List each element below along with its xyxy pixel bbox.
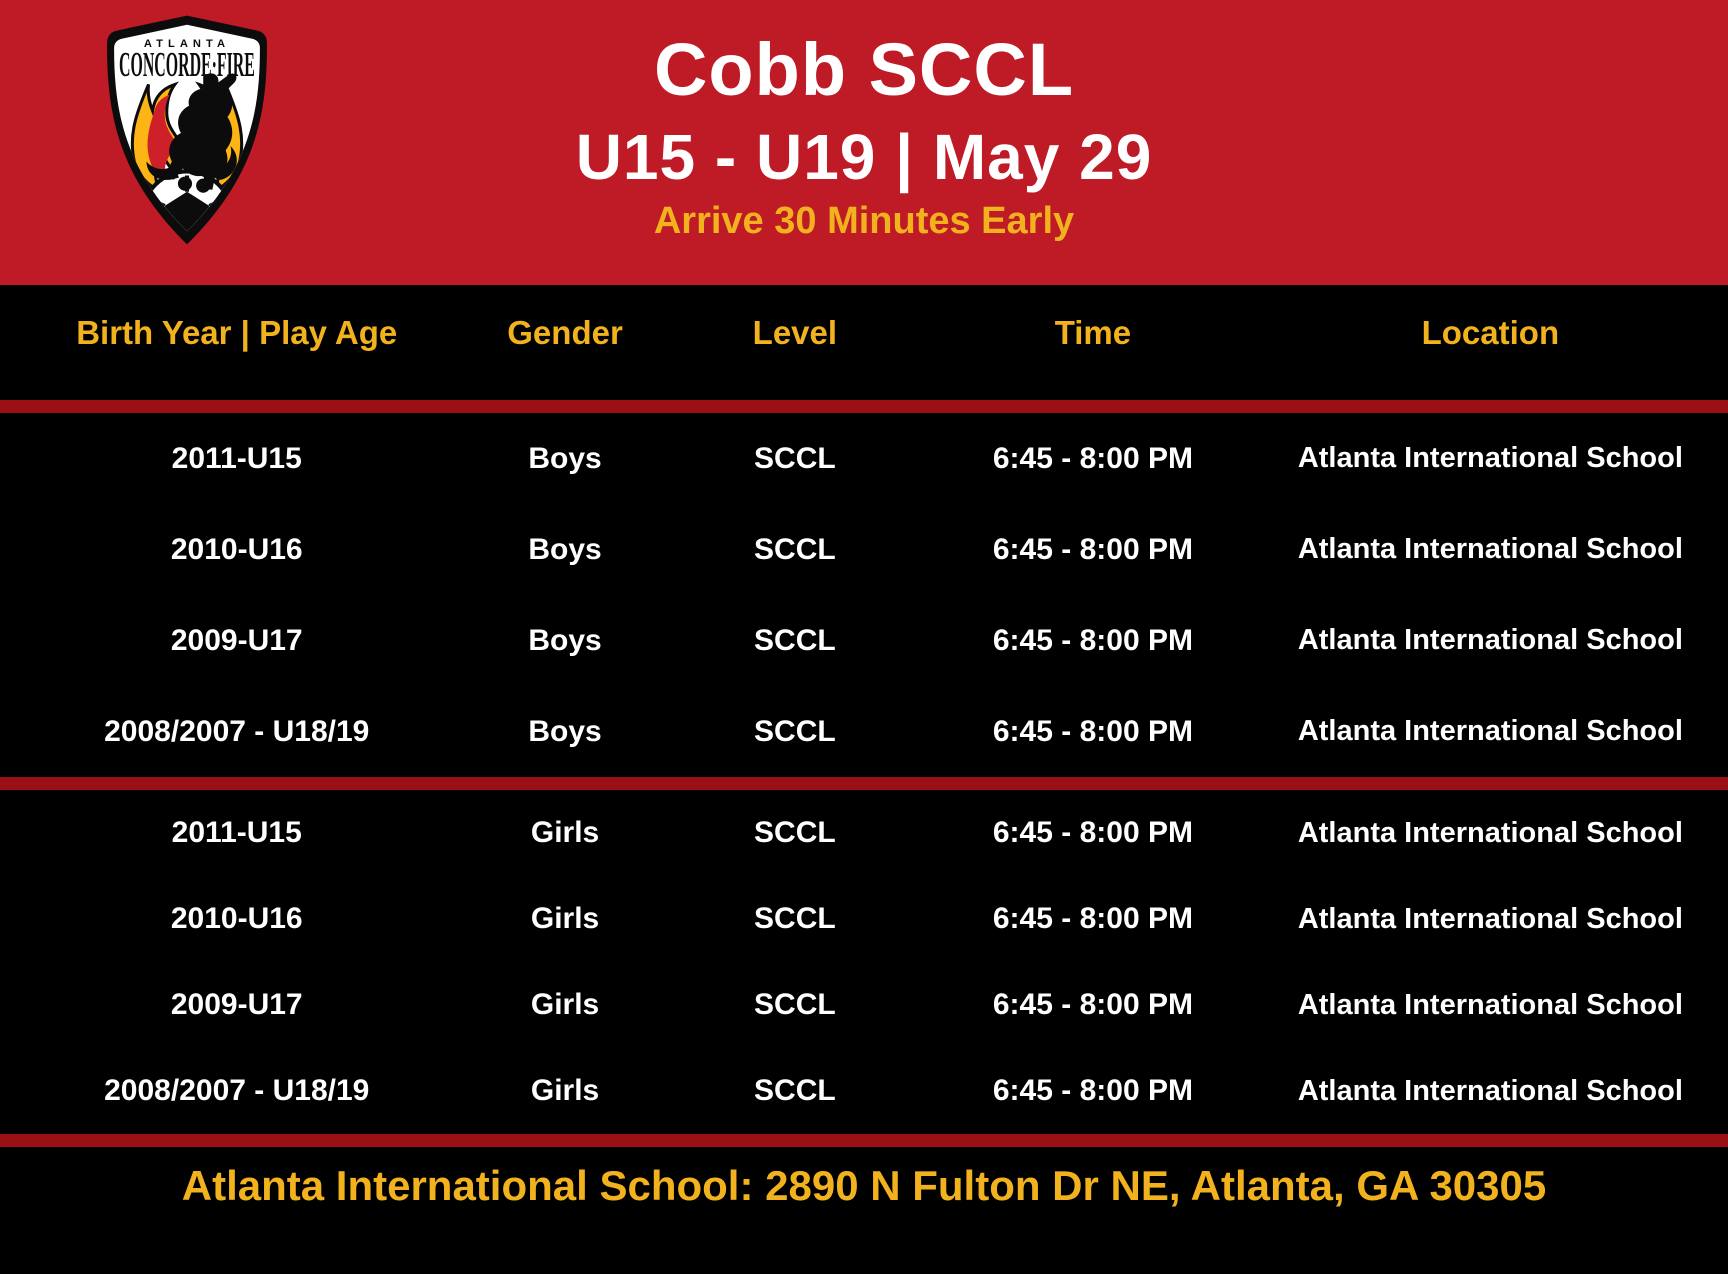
cell-location: Atlanta International School — [1297, 988, 1683, 1021]
cell-location: Atlanta International School — [1297, 1074, 1683, 1107]
cell-birth-year: 2009-U17 — [170, 988, 303, 1021]
cell-level: SCCL — [754, 714, 836, 748]
column-header-level: Level — [752, 313, 838, 351]
cell-birth-year: 2010-U16 — [170, 902, 303, 935]
cell-gender: Boys — [528, 441, 602, 475]
section-divider — [0, 777, 1728, 790]
section-divider — [0, 400, 1728, 413]
cell-gender: Boys — [528, 532, 602, 566]
club-crest-logo: ATLANTA CONCORDE·FIRE — [107, 15, 267, 245]
cell-birth-year: 2011-U15 — [171, 816, 302, 849]
crest-name-text: CONCORDE·FIRE — [119, 46, 255, 85]
cell-location: Atlanta International School — [1297, 816, 1683, 849]
cell-level: SCCL — [754, 441, 836, 475]
cell-birth-year: 2008/2007 - U18/19 — [104, 1074, 370, 1107]
schedule-row: 2009-U17 Boys SCCL 6:45 - 8:00 PM Atlant… — [0, 595, 1728, 686]
cell-level: SCCL — [754, 532, 836, 566]
footer: Atlanta International School: 2890 N Ful… — [0, 1147, 1728, 1274]
cell-time: 6:45 - 8:00 PM — [992, 816, 1193, 849]
lion-icon — [146, 73, 237, 193]
schedule-row: 2011-U15 Boys SCCL 6:45 - 8:00 PM Atlant… — [0, 413, 1728, 504]
cell-time: 6:45 - 8:00 PM — [992, 532, 1193, 566]
cell-location: Atlanta International School — [1297, 715, 1683, 747]
banner: ATLANTA CONCORDE·FIRE Cobb SCCL U15 - U1… — [0, 0, 1728, 285]
cell-time: 6:45 - 8:00 PM — [992, 902, 1193, 935]
venue-address: Atlanta International School: 2890 N Ful… — [181, 1162, 1547, 1209]
cell-location: Atlanta International School — [1297, 624, 1683, 656]
cell-gender: Girls — [530, 816, 600, 849]
schedule-row: 2008/2007 - U18/19 Girls SCCL 6:45 - 8:0… — [0, 1048, 1728, 1134]
column-header-birth-year: Birth Year | Play Age — [76, 313, 398, 351]
column-header-gender: Gender — [507, 313, 623, 351]
column-header-time: Time — [1054, 313, 1132, 351]
arrival-notice: Arrive 30 Minutes Early — [653, 200, 1075, 242]
cell-level: SCCL — [754, 1074, 836, 1107]
cell-level: SCCL — [754, 623, 836, 657]
section-divider — [0, 1134, 1728, 1147]
cell-gender: Girls — [530, 988, 600, 1021]
cell-gender: Girls — [530, 902, 600, 935]
boys-schedule-group: 2011-U15 Boys SCCL 6:45 - 8:00 PM Atlant… — [0, 413, 1728, 777]
cell-birth-year: 2008/2007 - U18/19 — [104, 714, 370, 748]
banner-text-block: Cobb SCCL U15 - U19 | May 29 Arrive 30 M… — [0, 0, 1728, 246]
cell-level: SCCL — [754, 988, 836, 1021]
cell-location: Atlanta International School — [1297, 902, 1683, 935]
schedule-row: 2008/2007 - U18/19 Boys SCCL 6:45 - 8:00… — [0, 686, 1728, 777]
table-header-row: Birth Year | Play Age Gender Level Time … — [0, 285, 1728, 400]
cell-time: 6:45 - 8:00 PM — [992, 441, 1193, 475]
cell-gender: Girls — [530, 1074, 600, 1107]
cell-gender: Boys — [528, 714, 602, 748]
column-header-location: Location — [1421, 313, 1560, 351]
cell-level: SCCL — [754, 902, 836, 935]
crest-city-text: ATLANTA — [144, 38, 230, 50]
cell-time: 6:45 - 8:00 PM — [992, 1074, 1193, 1107]
cell-location: Atlanta International School — [1297, 533, 1683, 565]
girls-schedule-group: 2011-U15 Girls SCCL 6:45 - 8:00 PM Atlan… — [0, 790, 1728, 1134]
cell-birth-year: 2011-U15 — [171, 441, 302, 475]
cell-birth-year: 2010-U16 — [170, 532, 303, 566]
cell-time: 6:45 - 8:00 PM — [992, 623, 1193, 657]
cell-birth-year: 2009-U17 — [170, 623, 303, 657]
cell-time: 6:45 - 8:00 PM — [992, 714, 1193, 748]
schedule-row: 2011-U15 Girls SCCL 6:45 - 8:00 PM Atlan… — [0, 790, 1728, 876]
page-title: Cobb SCCL — [653, 28, 1075, 111]
cell-location: Atlanta International School — [1297, 442, 1683, 474]
cell-level: SCCL — [754, 816, 836, 849]
schedule-row: 2010-U16 Girls SCCL 6:45 - 8:00 PM Atlan… — [0, 876, 1728, 962]
page-subtitle: U15 - U19 | May 29 — [575, 121, 1153, 193]
schedule-row: 2009-U17 Girls SCCL 6:45 - 8:00 PM Atlan… — [0, 962, 1728, 1048]
cell-gender: Boys — [528, 623, 602, 657]
schedule-row: 2010-U16 Boys SCCL 6:45 - 8:00 PM Atlant… — [0, 504, 1728, 595]
cell-time: 6:45 - 8:00 PM — [992, 988, 1193, 1021]
